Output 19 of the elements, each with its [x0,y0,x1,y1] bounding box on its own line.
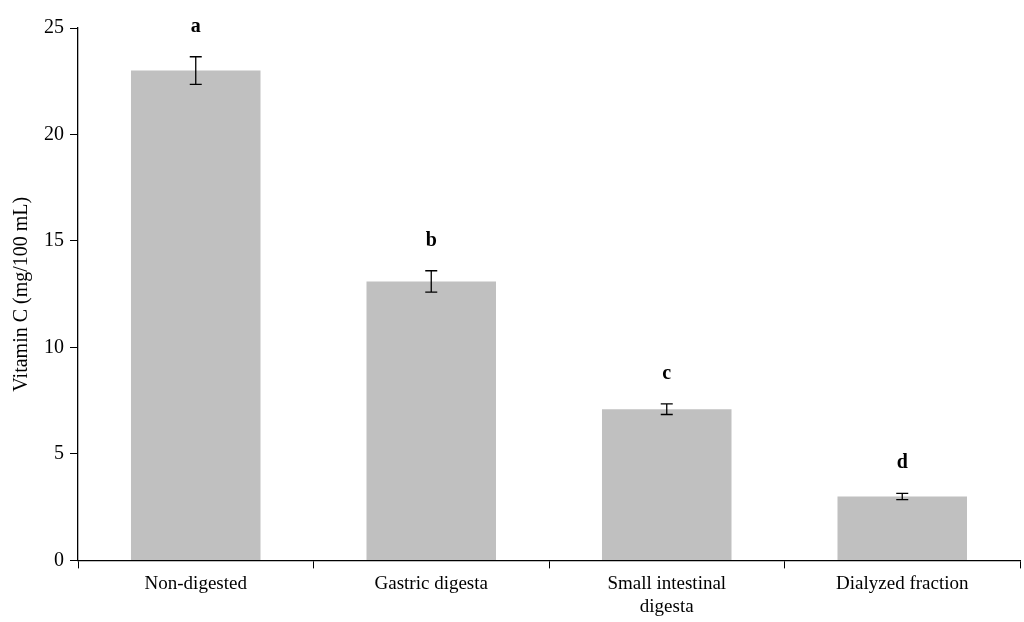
y-tick-label: 10 [44,334,64,357]
y-tick-label: 15 [44,228,64,251]
y-tick-label: 0 [54,547,64,570]
annotation: c [662,361,672,384]
bar [601,409,732,560]
x-tick-label: Gastric digesta [374,571,489,593]
x-tick-label: Non-digested [144,571,248,593]
y-tick-label: 25 [44,15,64,38]
annotation: b [425,227,437,250]
annotation: a [190,13,201,36]
bar [130,70,261,560]
x-tick-label: Small intestinal digesta [607,571,727,616]
y-axis-title: Vitamin C (mg/100 mL) [9,196,33,392]
bar [837,496,968,560]
y-tick-label: 5 [54,441,64,464]
bar [366,281,497,560]
x-tick-label: Dialyzed fraction [836,571,969,593]
y-tick-label: 20 [44,121,64,144]
annotation: d [896,450,908,473]
